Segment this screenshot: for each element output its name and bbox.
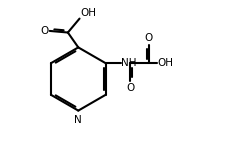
Text: NH: NH [121, 58, 137, 68]
Text: O: O [126, 83, 135, 93]
Text: N: N [74, 115, 82, 125]
Text: OH: OH [80, 8, 96, 18]
Text: O: O [145, 33, 153, 43]
Text: O: O [40, 26, 48, 36]
Text: OH: OH [158, 58, 174, 68]
